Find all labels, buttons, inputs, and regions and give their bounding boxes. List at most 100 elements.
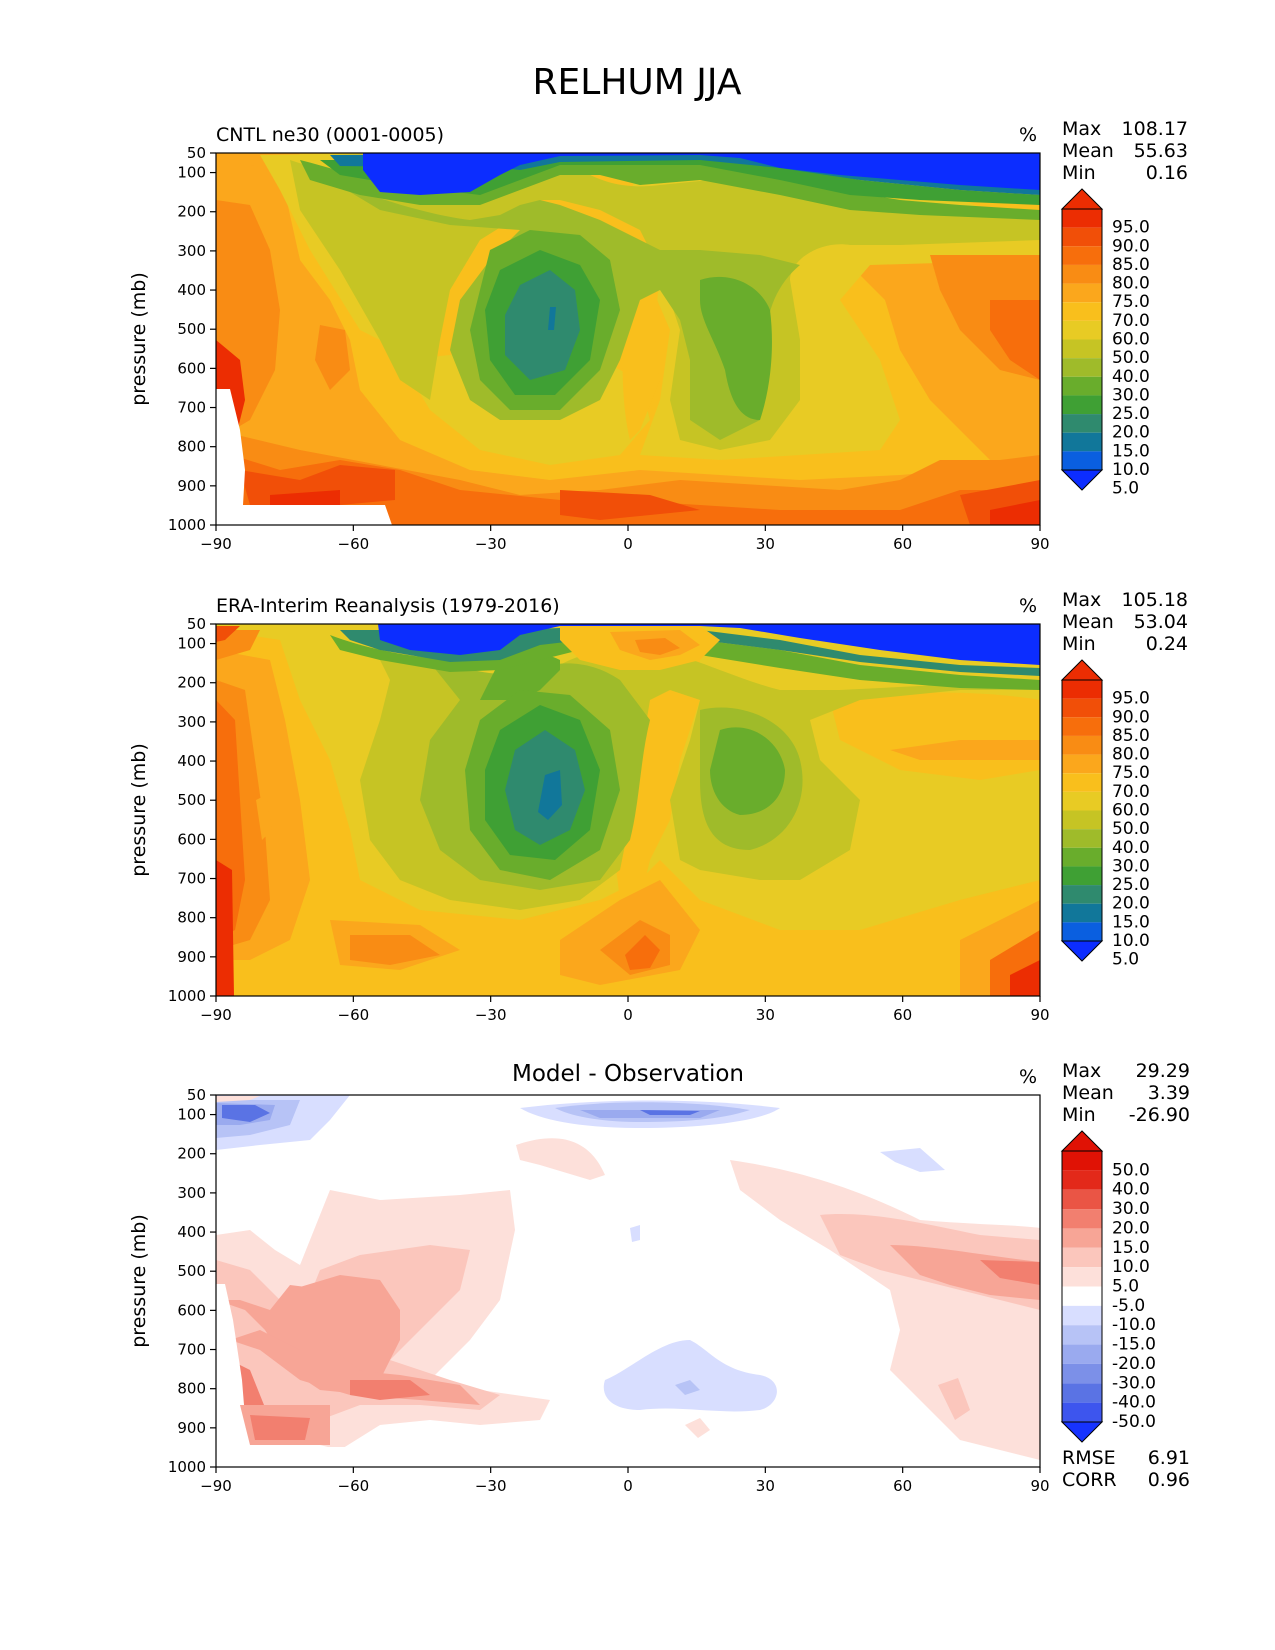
x-tick-label: 90 — [1030, 535, 1049, 553]
x-tick-label: 60 — [893, 1006, 912, 1024]
colorbar-label: 15.0 — [1112, 912, 1150, 932]
contour-band — [516, 1138, 605, 1180]
x-tick-label: 30 — [756, 1006, 775, 1024]
contour-field — [216, 624, 1040, 996]
colorbar-swatch — [1062, 829, 1102, 848]
contour-band — [340, 628, 1040, 676]
y-tick-label: 500 — [177, 791, 206, 809]
contour-band — [256, 795, 272, 840]
contour-field — [216, 1095, 1040, 1467]
y-tick-label: 300 — [177, 1184, 206, 1202]
panel-title: CNTL ne30 (0001-0005) — [216, 124, 444, 146]
colorbar-label: 10.0 — [1112, 460, 1150, 480]
colorbar-swatch — [1062, 791, 1102, 811]
colorbar-label: 95.0 — [1112, 218, 1150, 238]
y-tick-label: 900 — [177, 948, 206, 966]
colorbar-label: 40.0 — [1112, 1180, 1150, 1200]
stat-label: Min — [1062, 1104, 1096, 1126]
y-tick-label: 200 — [177, 1145, 206, 1163]
y-tick-label: 700 — [177, 399, 206, 417]
y-tick-label: 1000 — [168, 1458, 206, 1476]
contour-band — [635, 638, 680, 655]
stat-value: -26.90 — [1129, 1104, 1190, 1126]
colorbar-swatch — [1062, 227, 1102, 247]
colorbar-swatch — [1062, 680, 1102, 699]
panel-observation — [215, 623, 1041, 997]
colorbar-label: -10.0 — [1112, 1315, 1156, 1335]
x-tick-label: 30 — [756, 1477, 775, 1495]
stat-value: 108.17 — [1122, 118, 1188, 140]
colorbar-label: 75.0 — [1112, 292, 1150, 312]
contour-band — [222, 1105, 270, 1122]
colorbar-label: 20.0 — [1112, 423, 1150, 443]
colorbar-label: -20.0 — [1112, 1354, 1156, 1374]
x-tick-label: −90 — [200, 535, 232, 553]
missing-data — [216, 389, 392, 525]
colorbar-label: 95.0 — [1112, 689, 1150, 709]
panel-difference — [215, 1094, 1041, 1468]
x-tick-label: 0 — [623, 1006, 633, 1024]
colorbar-label: 60.0 — [1112, 801, 1150, 821]
contour-field — [216, 153, 1040, 525]
y-tick-label: 800 — [177, 1380, 206, 1398]
contour-band — [290, 160, 1040, 450]
colorbar-swatch — [1062, 754, 1102, 774]
stat-label: Mean — [1062, 1082, 1114, 1104]
y-tick-label: 600 — [177, 1301, 206, 1319]
x-tick-label: −30 — [475, 535, 507, 553]
y-tick-label: 200 — [177, 674, 206, 692]
colorbar-label: 80.0 — [1112, 745, 1150, 765]
y-tick-label: 900 — [177, 1419, 206, 1437]
stat-value: 29.29 — [1136, 1060, 1190, 1082]
y-tick-label: 1000 — [168, 516, 206, 534]
colorbar-swatch — [1062, 376, 1102, 396]
y-tick-label: 100 — [177, 1106, 206, 1124]
colorbar-swatch — [1062, 1344, 1102, 1364]
stat-value: 55.63 — [1134, 140, 1188, 162]
stat-value: 105.18 — [1122, 589, 1188, 611]
panel-model — [215, 152, 1041, 526]
x-tick-label: −60 — [338, 535, 370, 553]
colorbar-swatch — [1062, 414, 1102, 433]
x-tick-label: −60 — [338, 1006, 370, 1024]
stat-value: 3.39 — [1148, 1082, 1190, 1104]
colorbar-swatch — [1062, 246, 1102, 265]
colorbar-label: 25.0 — [1112, 875, 1150, 895]
contour-band — [890, 1245, 1040, 1300]
colorbar-swatch — [1062, 358, 1102, 377]
contour-band — [315, 325, 350, 390]
colorbar-frame — [1061, 1150, 1103, 1423]
colorbar-swatch — [1062, 1189, 1102, 1210]
stat-label: Min — [1062, 162, 1096, 184]
x-tick-label: −90 — [200, 1477, 232, 1495]
contour-band — [378, 624, 1040, 665]
stat-value: 53.04 — [1134, 611, 1188, 633]
y-tick-label: 300 — [177, 242, 206, 260]
colorbar-label: 50.0 — [1112, 348, 1150, 368]
contour-band — [363, 153, 1040, 195]
missing-data — [216, 1284, 400, 1467]
colorbar-label: 40.0 — [1112, 367, 1150, 387]
stat-value: 0.24 — [1146, 633, 1188, 655]
y-tick-label: 700 — [177, 1341, 206, 1359]
colorbar-swatch — [1062, 1325, 1102, 1345]
colorbar-swatch — [1062, 866, 1102, 886]
x-tick-label: 30 — [756, 535, 775, 553]
panel-title: Model - Observation — [512, 1061, 744, 1087]
corr-label: CORR — [1062, 1469, 1117, 1491]
y-tick-label: 600 — [177, 830, 206, 848]
units-label: % — [1019, 1066, 1037, 1088]
colorbar-swatch — [1062, 1170, 1102, 1190]
colorbar-label: -5.0 — [1112, 1296, 1145, 1316]
stat-label: Mean — [1062, 140, 1114, 162]
colorbar-label: -15.0 — [1112, 1335, 1156, 1355]
contour-band — [603, 1340, 777, 1412]
stat-label: Max — [1062, 589, 1101, 611]
contour-band — [216, 450, 1040, 525]
contour-band — [710, 727, 785, 815]
colorbar-swatch — [1062, 1402, 1102, 1422]
stat-label: Max — [1062, 1060, 1101, 1082]
colorbar-label: 25.0 — [1112, 404, 1150, 424]
contour-band — [640, 1110, 700, 1115]
y-tick-label: 800 — [177, 909, 206, 927]
